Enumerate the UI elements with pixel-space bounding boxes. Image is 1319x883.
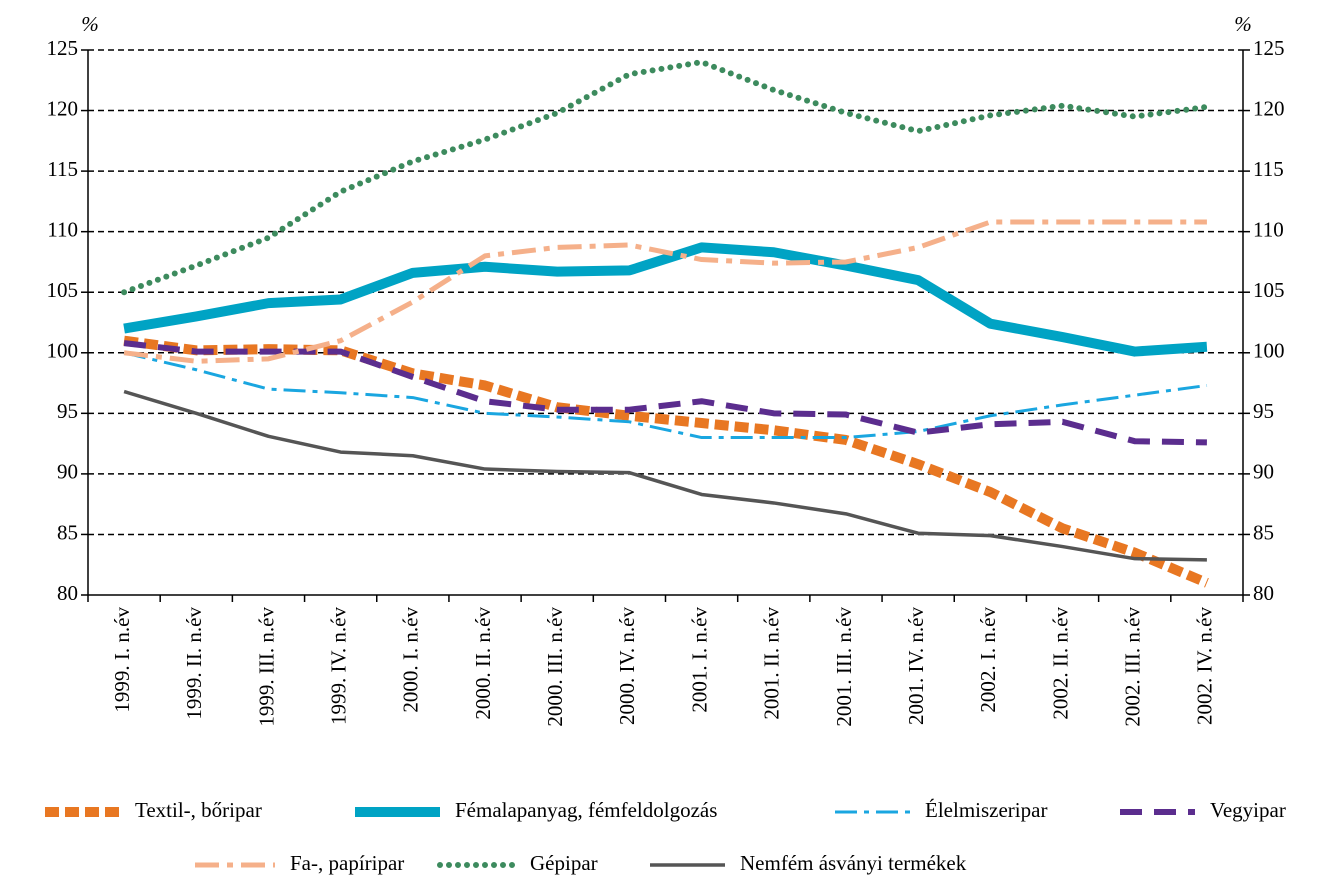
y2-tick-label: 110 [1253, 217, 1284, 241]
legend-label: Nemfém ásványi termékek [740, 851, 967, 875]
legend-item: Textil-, bőripar [45, 798, 262, 822]
x-tick-label: 2002. IV. n.év [1193, 607, 1217, 726]
y2-tick-label: 80 [1253, 581, 1274, 605]
legend-item: Gépipar [437, 851, 598, 875]
x-tick-label: 1999. I. n.év [110, 607, 134, 713]
y2-tick-label: 105 [1253, 278, 1285, 302]
y2-tick-label: 100 [1253, 339, 1285, 363]
y2-tick-label: 85 [1253, 520, 1274, 544]
series-line [123, 351, 1208, 440]
legend-label: Textil-, bőripar [135, 798, 262, 822]
y-tick-label: 120 [47, 96, 79, 120]
legend-label: Fémalapanyag, fémfeldolgozás [455, 798, 717, 822]
legend-item: Fa-, papíripar [195, 851, 404, 875]
y-tick-label: 95 [57, 399, 78, 423]
legend-item: Élelmiszeripar [835, 798, 1047, 822]
x-tick-label: 2000. I. n.év [399, 607, 423, 713]
series-line [121, 59, 1210, 296]
y2-tick-label: 125 [1253, 36, 1285, 60]
x-tick-label: 2002. III. n.év [1121, 607, 1145, 727]
x-tick-label: 2000. III. n.év [543, 607, 567, 727]
series-line [123, 340, 1207, 446]
legend-label: Élelmiszeripar [925, 798, 1047, 822]
y-tick-label: 80 [57, 581, 78, 605]
legend-item: Vegyipar [1120, 798, 1286, 822]
y-tick-label: 90 [57, 460, 78, 484]
y-axis-label: % [81, 12, 99, 36]
series-line [123, 335, 1209, 588]
x-tick-label: 2001. II. n.év [760, 607, 784, 720]
y2-axis-label: % [1234, 12, 1252, 36]
x-tick-label: 2002. I. n.év [976, 607, 1000, 713]
x-tick-label: 2002. II. n.év [1048, 607, 1072, 720]
y-tick-label: 100 [47, 339, 79, 363]
legend-item: Fémalapanyag, fémfeldolgozás [355, 798, 717, 822]
x-tick-label: 1999. III. n.év [254, 607, 278, 727]
legend-item: Nemfém ásványi termékek [650, 851, 967, 875]
series-line [123, 389, 1207, 562]
y2-tick-label: 120 [1253, 96, 1285, 120]
legend-label: Vegyipar [1210, 798, 1286, 822]
y2-tick-label: 90 [1253, 460, 1274, 484]
x-tick-label: 2001. I. n.év [687, 607, 711, 713]
x-tick-label: 2000. II. n.év [471, 607, 495, 720]
y2-tick-label: 95 [1253, 399, 1274, 423]
y-tick-label: 125 [47, 36, 79, 60]
x-tick-label: 2001. III. n.év [832, 607, 856, 727]
x-tick-label: 2001. IV. n.év [904, 607, 928, 726]
x-tick-label: 2000. IV. n.év [615, 607, 639, 726]
legend-label: Gépipar [530, 851, 598, 875]
y-tick-label: 115 [47, 157, 78, 181]
legend-label: Fa-, papíripar [290, 851, 404, 875]
series-line [123, 219, 1207, 364]
y-tick-label: 85 [57, 520, 78, 544]
y-tick-label: 110 [47, 217, 78, 241]
x-tick-label: 1999. IV. n.év [326, 607, 350, 726]
y2-tick-label: 115 [1253, 157, 1284, 181]
series-line [123, 242, 1208, 357]
x-tick-label: 1999. II. n.év [182, 607, 206, 720]
y-tick-label: 105 [47, 278, 79, 302]
